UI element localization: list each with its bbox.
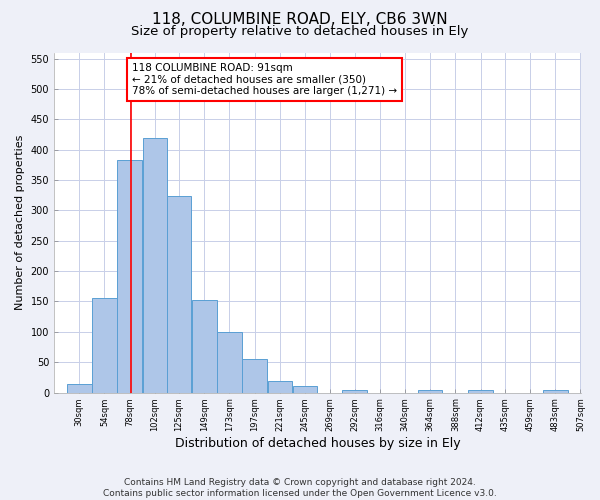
Text: Contains HM Land Registry data © Crown copyright and database right 2024.
Contai: Contains HM Land Registry data © Crown c… — [103, 478, 497, 498]
Bar — [543, 390, 568, 392]
Bar — [418, 390, 442, 392]
Text: 118, COLUMBINE ROAD, ELY, CB6 3WN: 118, COLUMBINE ROAD, ELY, CB6 3WN — [152, 12, 448, 28]
Bar — [268, 381, 292, 392]
Bar — [342, 390, 367, 392]
Bar — [92, 298, 117, 392]
Y-axis label: Number of detached properties: Number of detached properties — [15, 135, 25, 310]
Bar — [118, 160, 142, 392]
Bar — [143, 138, 167, 392]
Bar — [468, 390, 493, 392]
Bar — [167, 196, 191, 392]
Text: Size of property relative to detached houses in Ely: Size of property relative to detached ho… — [131, 25, 469, 38]
Bar — [192, 300, 217, 392]
Bar — [217, 332, 242, 392]
Bar — [67, 384, 92, 392]
X-axis label: Distribution of detached houses by size in Ely: Distribution of detached houses by size … — [175, 437, 461, 450]
Bar — [293, 386, 317, 392]
Bar — [242, 359, 267, 392]
Text: 118 COLUMBINE ROAD: 91sqm
← 21% of detached houses are smaller (350)
78% of semi: 118 COLUMBINE ROAD: 91sqm ← 21% of detac… — [132, 63, 397, 96]
